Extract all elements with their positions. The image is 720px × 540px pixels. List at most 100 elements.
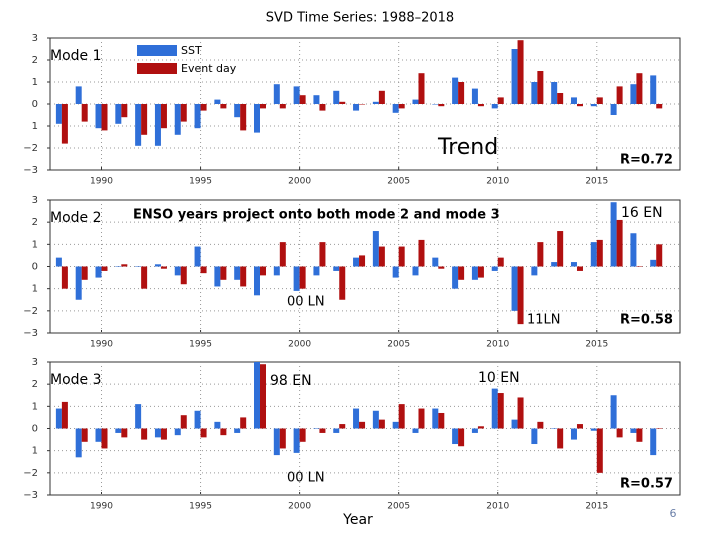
bar (279, 104, 286, 109)
bar (497, 393, 504, 429)
bar (452, 77, 459, 104)
x-tick-label: 2005 (387, 340, 410, 350)
bar (101, 104, 108, 131)
bar (636, 73, 643, 104)
bar (313, 95, 320, 104)
bar (656, 104, 663, 109)
bar (432, 104, 439, 105)
bar (491, 266, 498, 271)
bar (101, 266, 108, 271)
bar (194, 104, 201, 129)
x-tick-label: 1995 (189, 177, 212, 187)
panel-label: Mode 3 (50, 372, 102, 388)
bar (458, 266, 465, 280)
bar (135, 266, 142, 267)
bar (537, 242, 544, 267)
bar (398, 246, 405, 267)
panel-label: Mode 1 (50, 48, 102, 64)
x-tick-label: 1995 (189, 340, 212, 350)
bar (398, 104, 405, 109)
y-tick-label: 2 (32, 55, 38, 66)
bar (378, 419, 385, 429)
bar (160, 104, 167, 129)
y-tick-label: −2 (23, 143, 38, 154)
x-tick-label: 2000 (288, 502, 311, 512)
bar (511, 266, 518, 311)
bar (299, 95, 306, 104)
bar (650, 428, 657, 456)
bar (95, 266, 102, 278)
bar (438, 104, 445, 107)
bar (141, 266, 148, 289)
x-tick-label: 1990 (90, 502, 113, 512)
bar (636, 266, 643, 267)
bar (452, 428, 459, 445)
bar (531, 428, 538, 445)
x-tick-label: 2015 (585, 502, 608, 512)
bar (557, 231, 564, 267)
annotation: 98 EN (270, 373, 312, 389)
bar (240, 104, 247, 131)
y-tick-label: −3 (23, 490, 38, 501)
bar (174, 266, 181, 276)
bar (339, 101, 346, 104)
bar (279, 242, 286, 267)
bar (491, 104, 498, 109)
bar (234, 104, 241, 118)
x-tick-label: 2010 (486, 177, 509, 187)
bar (477, 266, 484, 278)
bar (630, 84, 637, 104)
bar (359, 104, 366, 105)
bar (194, 410, 201, 429)
bar (234, 266, 241, 280)
bar (115, 104, 122, 124)
bar (616, 86, 623, 104)
bar (570, 97, 577, 104)
bar (471, 88, 478, 104)
bar (81, 104, 88, 122)
annotation: 00 LN (287, 295, 325, 310)
bar (590, 428, 597, 431)
bar (121, 104, 128, 118)
bar (616, 428, 623, 438)
bar (254, 104, 260, 133)
bar (333, 90, 340, 104)
bar (154, 264, 161, 267)
bar (200, 266, 207, 274)
bar (531, 266, 538, 276)
bar (570, 262, 577, 267)
annotation: 00 LN (287, 471, 325, 486)
page-number: 6 (670, 507, 677, 520)
annotation: Trend (437, 135, 498, 160)
bar (418, 73, 425, 104)
bar (378, 90, 385, 104)
bar (333, 428, 340, 433)
x-tick-label: 2015 (585, 177, 608, 187)
bar (279, 428, 286, 449)
bar (260, 104, 266, 109)
y-tick-label: −2 (23, 468, 38, 479)
y-tick-label: −3 (23, 165, 38, 176)
bar (313, 428, 320, 429)
annotation: 11LN (527, 313, 561, 328)
bar (180, 104, 187, 122)
bar (537, 71, 544, 104)
x-tick-label: 2000 (288, 177, 311, 187)
bar (551, 428, 558, 429)
bar (75, 266, 82, 300)
bar (293, 428, 300, 453)
bar (200, 104, 207, 111)
bar (81, 428, 88, 442)
annotation: R=0.72 (620, 153, 673, 168)
bar (81, 266, 88, 280)
bar (610, 395, 617, 429)
bar (531, 82, 538, 104)
bar (214, 99, 221, 104)
bar (477, 104, 484, 107)
bar (319, 242, 326, 267)
bar (392, 266, 399, 278)
bar (61, 401, 68, 429)
chart-title: SVD Time Series: 1988–2018 (266, 11, 454, 26)
bar (333, 266, 340, 271)
bar (115, 266, 122, 267)
